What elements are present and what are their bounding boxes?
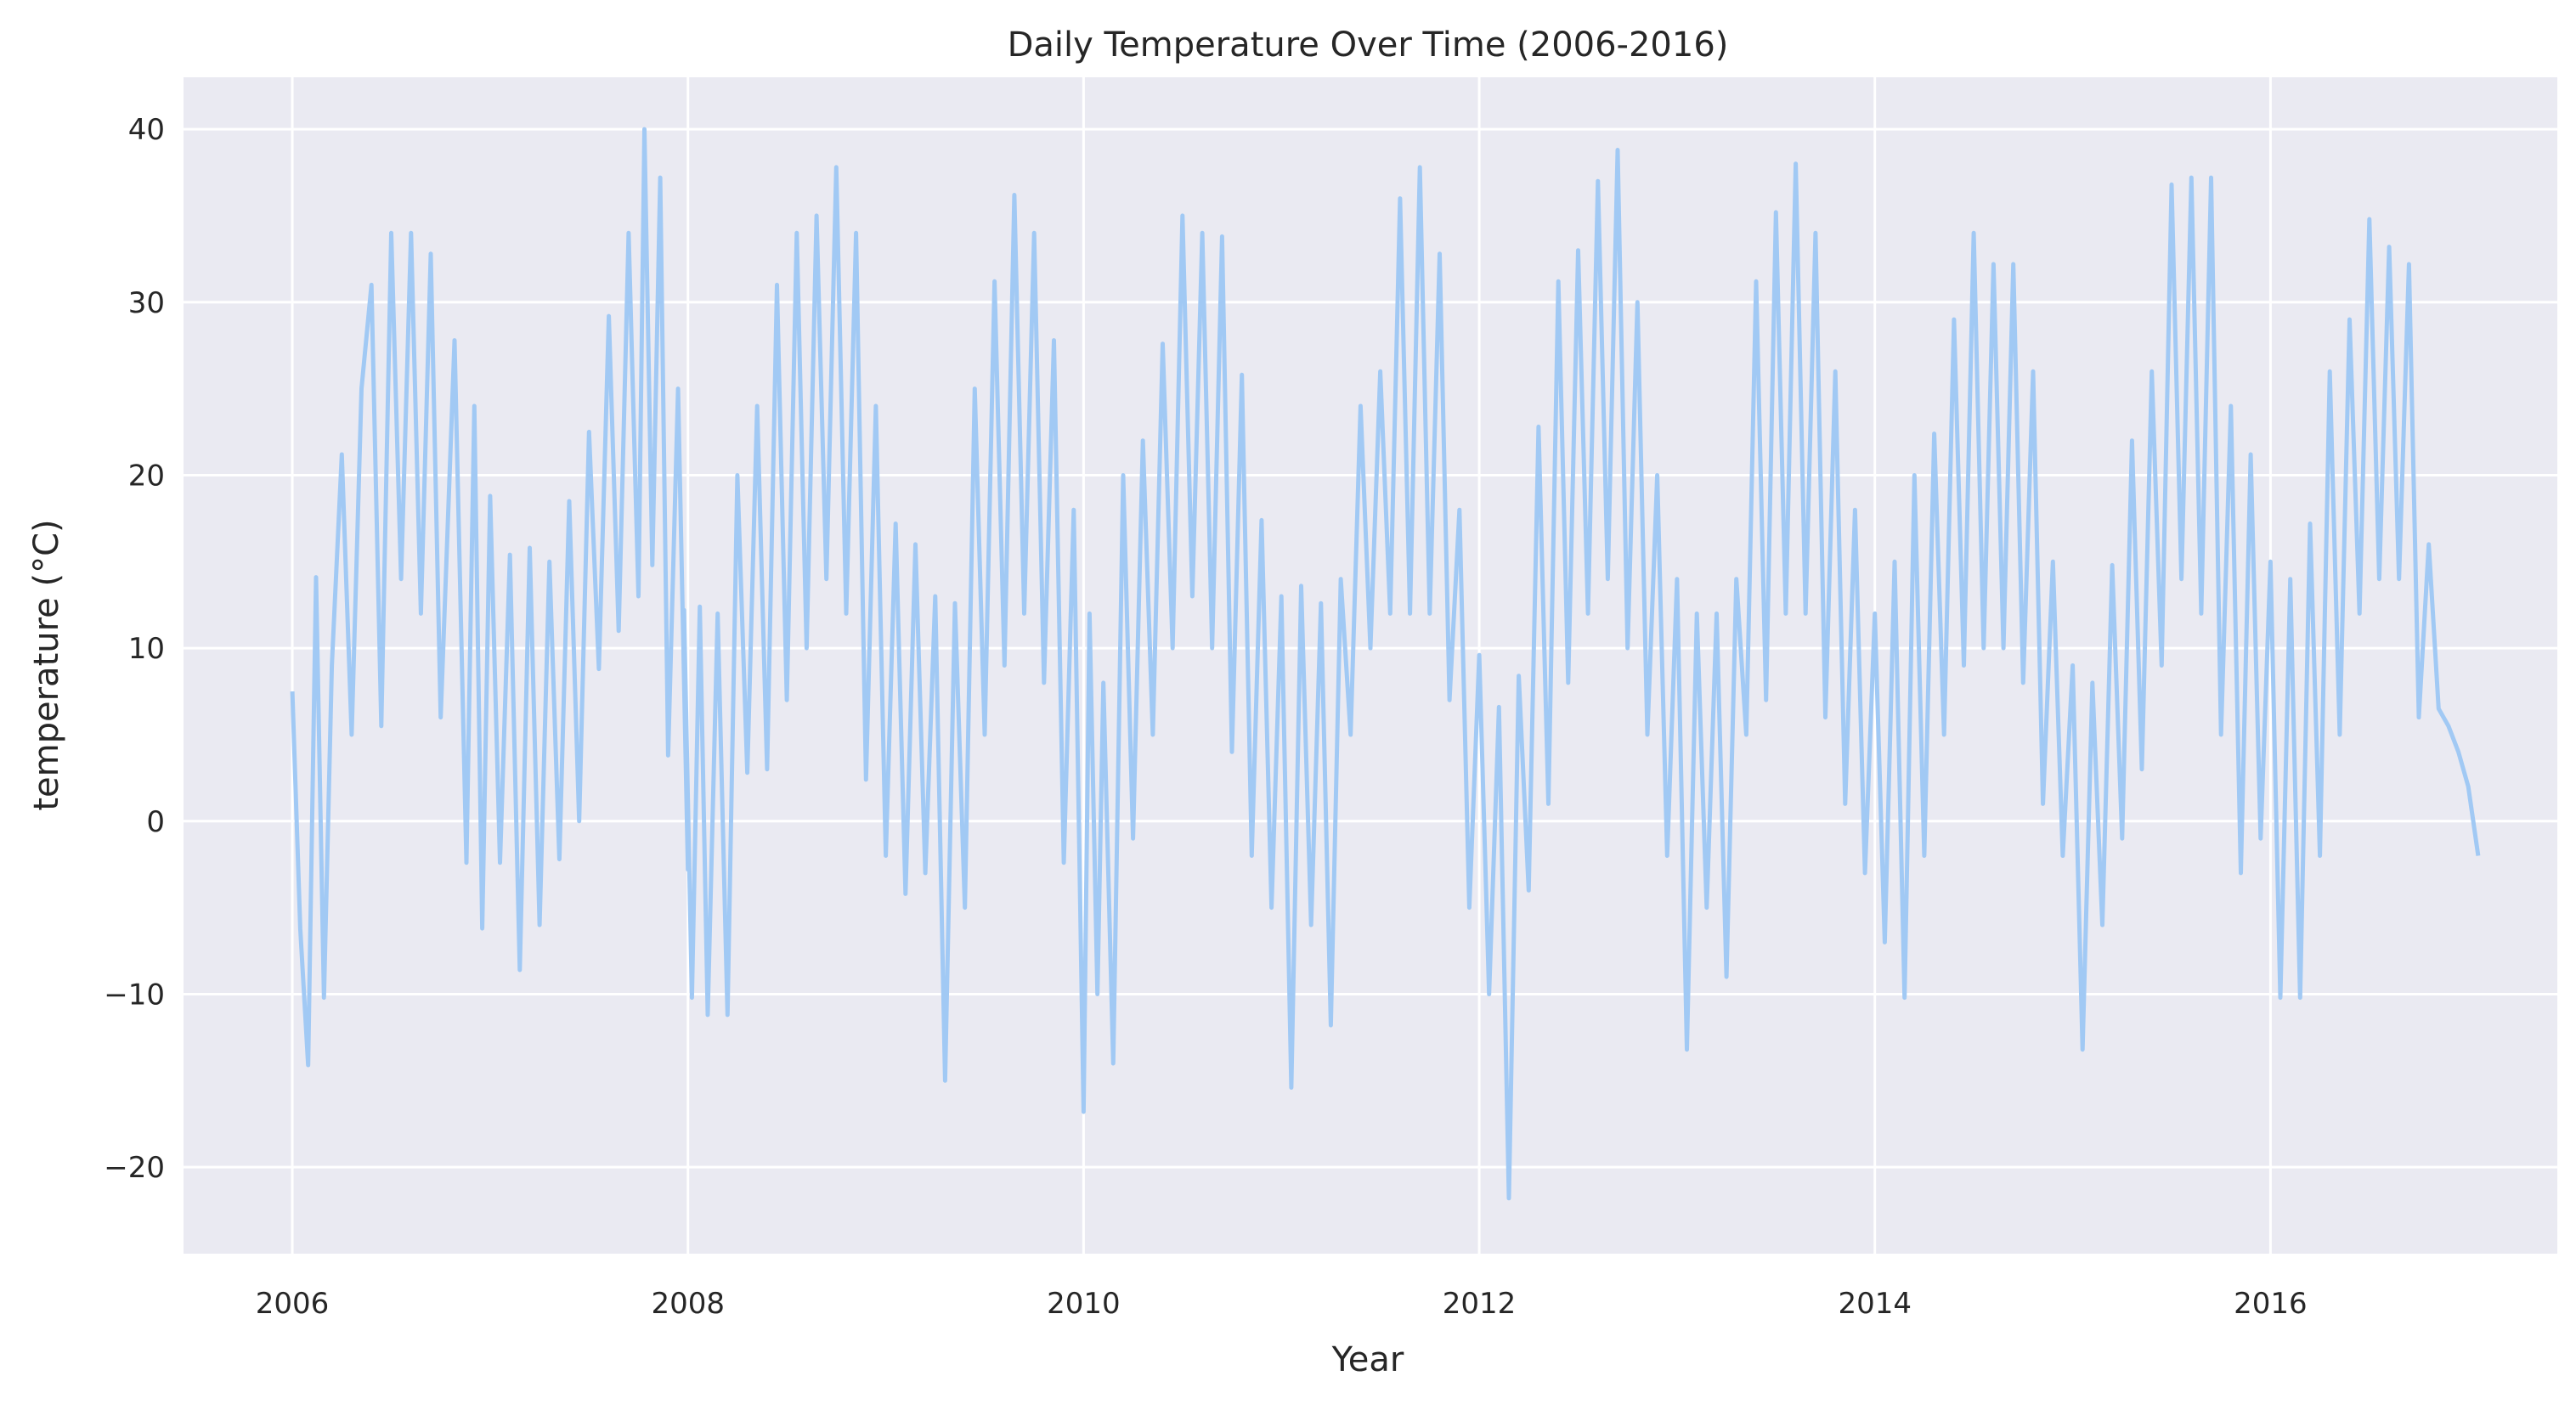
- plot-area: [184, 77, 2557, 1254]
- x-tick-label: 2008: [651, 1287, 725, 1321]
- y-axis-ticks: −20 −10 0 10 20 30 40: [104, 113, 165, 1185]
- y-tick-label: 20: [128, 459, 165, 493]
- x-tick-label: 2012: [1443, 1287, 1517, 1321]
- x-axis-ticks: 2006 2008 2010 2012 2014 2016: [256, 1287, 2308, 1321]
- temperature-series-line: [290, 127, 2481, 1201]
- y-tick-label: −10: [104, 978, 165, 1012]
- y-tick-label: −20: [104, 1151, 165, 1185]
- series-layer: [290, 127, 2481, 1201]
- y-axis-label: temperature (°C): [27, 519, 66, 810]
- y-tick-label: 0: [146, 805, 165, 839]
- x-tick-label: 2010: [1047, 1287, 1121, 1321]
- x-axis-label: Year: [1331, 1340, 1404, 1379]
- y-tick-label: 40: [128, 113, 165, 147]
- y-tick-label: 10: [128, 632, 165, 666]
- y-tick-label: 30: [128, 286, 165, 320]
- x-tick-label: 2016: [2234, 1287, 2308, 1321]
- chart-title: Daily Temperature Over Time (2006-2016): [1008, 25, 1729, 65]
- x-tick-label: 2006: [256, 1287, 330, 1321]
- x-tick-label: 2014: [1838, 1287, 1912, 1321]
